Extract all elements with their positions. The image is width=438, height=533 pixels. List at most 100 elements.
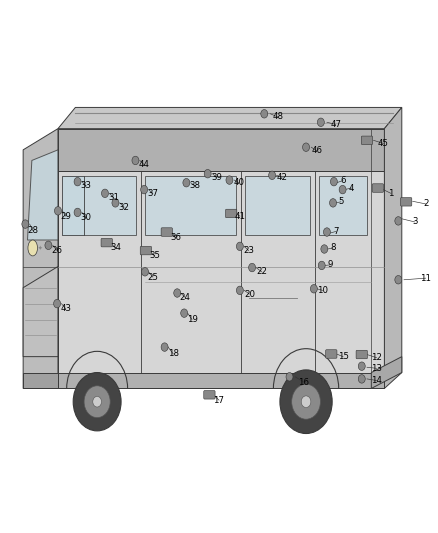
Text: 30: 30 [81,213,92,222]
Text: 37: 37 [147,189,159,198]
Text: 17: 17 [213,395,225,405]
Circle shape [249,263,255,272]
Text: 3: 3 [412,217,417,227]
Circle shape [261,110,268,118]
Text: 23: 23 [243,246,254,255]
Circle shape [301,396,311,408]
Circle shape [54,207,61,215]
Text: 44: 44 [139,160,150,169]
Circle shape [280,370,332,433]
Polygon shape [62,176,136,235]
Polygon shape [319,176,367,235]
Text: 15: 15 [338,352,349,361]
Polygon shape [58,171,385,389]
Circle shape [237,242,244,251]
Circle shape [84,386,110,418]
Circle shape [112,199,119,207]
Text: 42: 42 [277,173,288,182]
Polygon shape [58,373,385,389]
Polygon shape [23,128,58,389]
FancyBboxPatch shape [101,238,113,247]
Text: 34: 34 [110,244,121,253]
Text: 36: 36 [170,233,181,242]
Circle shape [358,362,365,370]
Circle shape [183,179,190,187]
Circle shape [395,276,402,284]
Text: 18: 18 [168,350,179,359]
FancyBboxPatch shape [356,350,367,359]
Polygon shape [385,108,402,389]
Circle shape [93,397,102,407]
Text: 4: 4 [349,183,354,192]
Text: 32: 32 [119,203,130,212]
Text: 29: 29 [60,212,71,221]
Text: ✦: ✦ [37,245,42,251]
Circle shape [358,375,365,383]
Circle shape [73,373,121,431]
Text: 33: 33 [81,181,92,190]
Circle shape [102,189,109,198]
Text: 47: 47 [330,120,341,129]
Circle shape [22,220,29,228]
FancyBboxPatch shape [325,350,337,358]
Polygon shape [23,373,58,389]
Text: 31: 31 [108,193,119,202]
Text: 2: 2 [423,199,428,208]
Circle shape [286,373,293,381]
Circle shape [132,156,139,165]
Text: 5: 5 [338,197,344,206]
Text: 20: 20 [244,289,255,298]
Polygon shape [23,266,58,357]
Text: 26: 26 [52,246,63,255]
Circle shape [181,309,187,317]
Text: 48: 48 [272,112,283,122]
Circle shape [226,176,233,184]
Circle shape [303,143,310,151]
Text: 28: 28 [27,226,38,235]
Circle shape [237,286,244,295]
Polygon shape [145,176,237,235]
Text: 46: 46 [311,147,322,156]
Text: 45: 45 [378,139,389,148]
FancyBboxPatch shape [204,391,215,399]
Text: 13: 13 [371,364,382,373]
Circle shape [311,285,318,293]
Polygon shape [58,108,402,128]
Text: 43: 43 [60,304,71,313]
Circle shape [318,261,325,270]
Text: 8: 8 [330,244,336,253]
Circle shape [318,118,324,126]
Ellipse shape [28,240,38,256]
Text: 1: 1 [388,189,394,198]
Circle shape [141,268,148,276]
FancyBboxPatch shape [140,246,152,255]
Circle shape [45,241,52,249]
Text: 10: 10 [317,286,328,295]
Circle shape [53,300,60,308]
Polygon shape [371,357,402,389]
Text: 7: 7 [333,227,339,236]
Text: 22: 22 [256,268,267,276]
Circle shape [395,216,402,225]
Circle shape [321,245,328,253]
Text: 35: 35 [149,252,160,261]
Text: 12: 12 [371,353,382,362]
Polygon shape [245,176,311,235]
Polygon shape [58,128,385,171]
Circle shape [268,171,276,180]
Circle shape [74,208,81,216]
Text: 11: 11 [420,273,431,282]
Text: 41: 41 [234,212,245,221]
Circle shape [330,177,337,186]
Polygon shape [28,150,58,240]
Text: 24: 24 [180,293,191,302]
Text: 25: 25 [147,272,159,281]
FancyBboxPatch shape [161,228,173,236]
Circle shape [174,289,181,297]
Text: 38: 38 [190,181,201,190]
Polygon shape [62,176,84,235]
Text: 9: 9 [327,261,333,269]
Circle shape [323,228,330,236]
Text: 16: 16 [298,377,309,386]
Text: 6: 6 [340,176,346,185]
